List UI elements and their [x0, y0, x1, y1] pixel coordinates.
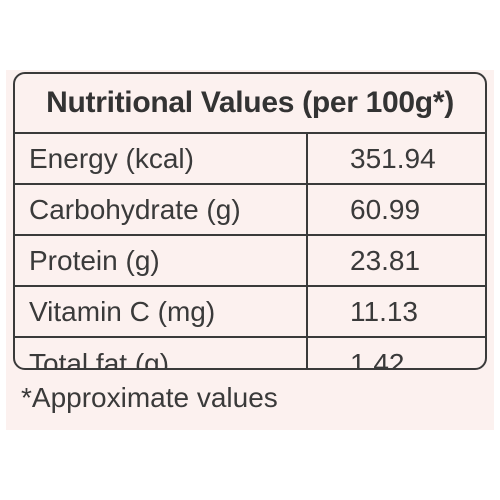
table-row: Carbohydrate (g) 60.99 [15, 185, 485, 236]
footnote: *Approximate values [21, 382, 278, 413]
row-value-energy: 351.94 [350, 142, 436, 174]
row-value-carbohydrate: 60.99 [350, 193, 421, 225]
row-label-total-fat: Total fat (g) [15, 338, 308, 368]
row-label-energy: Energy (kcal) [15, 134, 308, 183]
nutrition-table: Nutritional Values (per 100g*) Energy (k… [13, 72, 487, 370]
row-label-protein: Protein (g) [15, 236, 308, 285]
table-row: Protein (g) 23.81 [15, 236, 485, 287]
table-row: Total fat (g) 1.42 [15, 338, 485, 370]
row-value-protein: 23.81 [350, 244, 421, 276]
row-value-vitamin-c: 11.13 [350, 295, 418, 327]
table-row: Energy (kcal) 351.94 [15, 134, 485, 185]
nutrition-panel [6, 70, 494, 430]
row-value-total-fat: 1.42 [350, 348, 405, 370]
row-label-vitamin-c: Vitamin C (mg) [15, 287, 308, 336]
row-label-carbohydrate: Carbohydrate (g) [15, 185, 308, 234]
table-row: Vitamin C (mg) 11.13 [15, 287, 485, 338]
table-title: Nutritional Values (per 100g*) [15, 74, 485, 134]
